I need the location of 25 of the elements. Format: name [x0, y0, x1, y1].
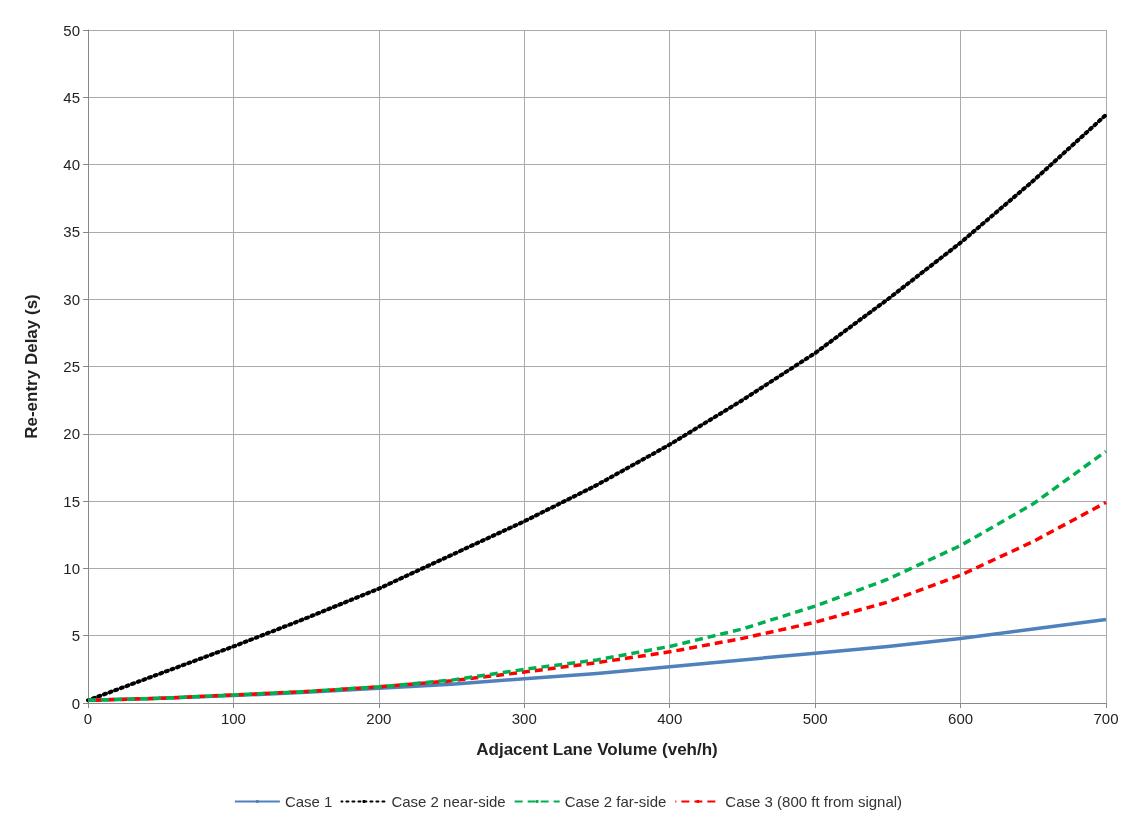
y-tick-label: 40 [63, 156, 80, 174]
x-tick-label: 100 [220, 710, 246, 727]
y-tick-label: 45 [63, 88, 80, 106]
y-tick-label: 5 [71, 627, 80, 645]
x-tick-label: 300 [511, 710, 537, 727]
legend-label: Case 3 (800 ft from signal) [725, 793, 903, 810]
y-tick-label: 20 [63, 425, 80, 443]
x-tick-label: 400 [657, 710, 683, 727]
x-tick-label: 600 [948, 710, 974, 727]
y-tick-label: 0 [71, 694, 80, 712]
legend-label: Case 2 far-side [564, 793, 667, 810]
x-tick-label: 0 [83, 710, 93, 727]
y-tick-label: 15 [63, 492, 80, 510]
y-tick-label: 25 [63, 358, 80, 375]
x-axis-title: Adjacent Lane Volume (veh/h) [476, 740, 718, 759]
legend-label: Case 1 [284, 793, 333, 810]
x-tick-label: 500 [802, 710, 828, 727]
x-tick-label: 700 [1093, 710, 1119, 727]
y-axis-title: Re-entry Delay (s) [22, 294, 41, 439]
legend-label: Case 2 near-side [391, 793, 506, 810]
y-tick-label: 50 [63, 21, 80, 39]
x-tick-label: 200 [366, 710, 392, 727]
y-tick-label: 35 [63, 223, 80, 241]
y-tick-label: 10 [63, 559, 80, 577]
y-tick-label: 30 [63, 290, 80, 308]
